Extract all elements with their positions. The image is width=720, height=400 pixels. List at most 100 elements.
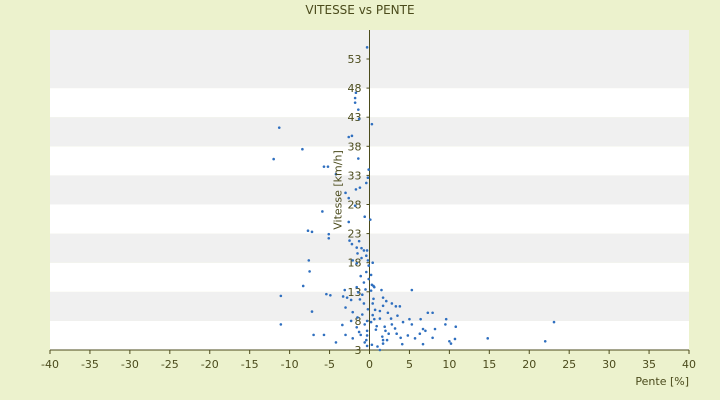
data-point <box>383 325 386 329</box>
data-point <box>351 259 355 262</box>
data-point <box>349 298 353 302</box>
data-point <box>387 332 390 336</box>
data-point <box>355 261 359 265</box>
data-point <box>360 256 363 260</box>
data-point <box>371 313 374 317</box>
data-point <box>357 117 361 121</box>
data-point <box>368 218 372 221</box>
data-point <box>369 320 373 324</box>
data-point <box>357 291 360 294</box>
data-point <box>378 317 382 320</box>
x-tick-label: 15 <box>482 358 496 371</box>
x-tick-label: -10 <box>281 358 299 371</box>
x-tick-label: 0 <box>366 358 373 371</box>
data-point <box>374 328 378 331</box>
data-point <box>354 91 358 95</box>
data-point <box>366 176 370 180</box>
data-point <box>356 252 359 255</box>
data-point <box>341 323 344 327</box>
data-point <box>552 320 556 324</box>
data-point <box>371 302 374 305</box>
data-point <box>307 259 311 262</box>
x-tick-label: 25 <box>562 358 576 371</box>
data-point <box>322 165 326 168</box>
data-point <box>362 281 366 284</box>
data-point <box>389 317 393 320</box>
data-point <box>355 246 359 249</box>
data-point <box>327 232 331 236</box>
x-tick-label: 5 <box>406 358 413 371</box>
axes <box>49 30 690 354</box>
data-point <box>325 292 328 296</box>
data-point <box>381 342 385 345</box>
y-tick-label: 53 <box>348 53 362 66</box>
chart-title: VITESSE vs PENTE <box>305 3 414 17</box>
data-point <box>312 333 315 337</box>
data-point <box>419 317 422 321</box>
data-point <box>308 270 311 273</box>
data-point <box>376 345 379 348</box>
y-tick-labels: 38131823283338434853 <box>348 53 362 357</box>
data-point <box>272 157 275 161</box>
data-point <box>381 304 385 308</box>
data-point <box>431 336 434 340</box>
data-point <box>361 293 364 297</box>
data-point <box>353 101 357 104</box>
data-point <box>348 239 351 242</box>
data-point <box>359 274 363 278</box>
data-point <box>543 339 547 343</box>
data-point <box>363 341 367 344</box>
data-points <box>272 46 556 352</box>
data-point <box>369 273 373 277</box>
x-tick-label: -25 <box>161 358 179 371</box>
data-point <box>310 230 314 234</box>
data-point <box>401 320 405 324</box>
data-point <box>355 285 359 289</box>
data-point <box>418 332 422 336</box>
data-point <box>360 246 363 250</box>
data-point <box>394 305 398 308</box>
data-point <box>448 339 451 343</box>
data-point <box>386 311 390 315</box>
data-point <box>375 324 378 328</box>
data-point <box>369 289 373 292</box>
data-point <box>380 288 383 292</box>
y-tick-label: 8 <box>355 315 362 328</box>
data-point <box>408 317 411 321</box>
data-point <box>433 327 437 331</box>
data-point <box>353 96 357 100</box>
data-point <box>378 348 382 352</box>
data-point <box>431 311 434 315</box>
data-point <box>359 333 363 337</box>
data-point <box>329 293 332 297</box>
data-point <box>347 220 351 224</box>
data-point <box>421 327 425 331</box>
data-point <box>279 294 283 298</box>
data-point <box>421 342 425 346</box>
data-point <box>354 188 358 191</box>
data-point <box>356 316 359 319</box>
data-point <box>365 249 369 252</box>
data-point <box>393 327 397 330</box>
data-point <box>384 299 388 303</box>
data-point <box>363 323 367 326</box>
data-point <box>371 261 374 265</box>
data-point <box>344 306 347 309</box>
data-point <box>362 249 366 252</box>
data-point <box>344 333 347 337</box>
data-point <box>353 204 357 207</box>
data-point <box>351 337 355 340</box>
data-point <box>341 295 345 298</box>
x-tick-label: -35 <box>81 358 99 371</box>
data-point <box>347 196 351 200</box>
y-tick-label: 13 <box>348 286 362 299</box>
data-point <box>350 134 354 138</box>
data-point <box>390 323 394 326</box>
data-point <box>357 157 360 160</box>
data-point <box>373 308 377 312</box>
data-point <box>349 319 353 323</box>
x-tick-labels: -40 -35 -30 -25 -20 -15 -10 -5 0 5 10 15 20 25 30 35 40 <box>41 358 696 371</box>
data-point <box>365 270 368 274</box>
data-point <box>301 147 304 151</box>
data-point <box>364 288 367 291</box>
